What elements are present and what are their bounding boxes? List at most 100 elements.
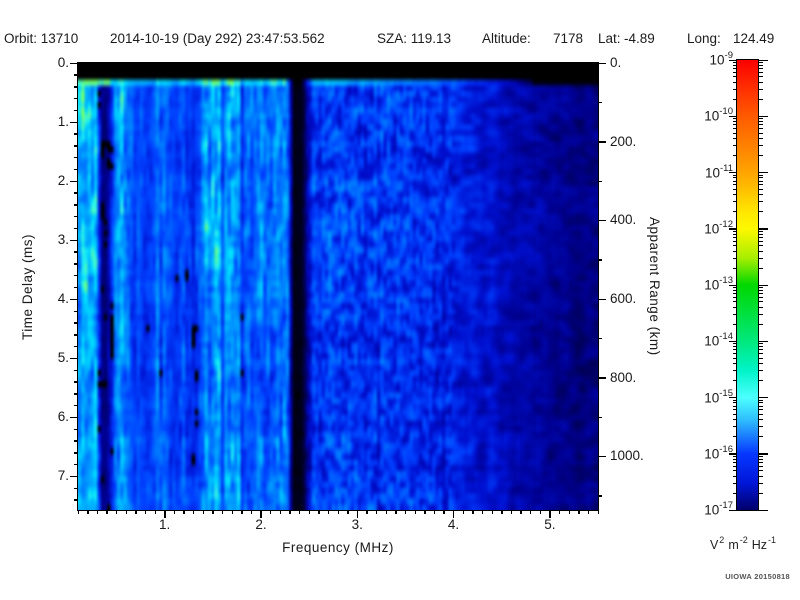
colorbar-minor-tick	[733, 482, 737, 484]
y-right-major-tick	[598, 141, 606, 143]
y-right-minor-tick	[598, 259, 602, 261]
y-left-minor-tick	[74, 369, 78, 371]
x-axis-minor-tick	[558, 510, 561, 514]
x-axis-major-tick	[549, 510, 551, 518]
colorbar-minor-tick	[758, 118, 763, 120]
colorbar-minor-tick	[758, 380, 763, 382]
y-left-tick-label: 2.	[57, 173, 69, 189]
altitude-label: Altitude:	[482, 31, 531, 46]
y-left-tick-label: 0.	[57, 55, 69, 70]
x-axis-minor-tick	[221, 510, 224, 514]
colorbar-tick-label: 10-13	[704, 275, 733, 293]
colorbar-minor-tick	[758, 267, 763, 269]
colorbar-minor-tick	[758, 184, 763, 186]
colorbar-minor-tick	[758, 240, 763, 242]
colorbar-minor-tick	[758, 343, 763, 345]
colorbar-minor-tick	[733, 465, 737, 467]
colorbar-minor-tick	[733, 81, 737, 83]
colorbar-minor-tick	[758, 461, 763, 463]
y-left-minor-tick	[74, 452, 78, 454]
colorbar-minor-tick	[733, 180, 737, 182]
x-axis-minor-tick	[520, 510, 522, 514]
y-left-minor-tick	[74, 487, 78, 490]
y-left-minor-tick	[74, 464, 78, 466]
colorbar-minor-tick	[733, 458, 737, 460]
y-left-minor-tick	[74, 156, 78, 159]
colorbar-minor-tick	[733, 313, 737, 315]
colorbar-minor-tick	[758, 409, 763, 411]
colorbar-minor-tick	[733, 121, 737, 123]
colorbar-minor-tick	[733, 98, 737, 100]
y-left-minor-tick	[74, 97, 78, 100]
x-axis-minor-tick	[462, 510, 465, 514]
colorbar-minor-tick	[733, 461, 737, 463]
x-axis-minor-tick	[347, 510, 349, 514]
colorbar-decade-tick	[729, 172, 737, 174]
y-left-minor-tick	[74, 251, 78, 253]
y-left-major-tick	[70, 416, 78, 419]
y-left-minor-tick	[74, 109, 78, 112]
colorbar-minor-tick	[733, 194, 737, 196]
colorbar-minor-tick	[733, 211, 737, 213]
x-axis-minor-tick	[183, 510, 185, 514]
colorbar-minor-tick	[758, 174, 763, 176]
colorbar-minor-tick	[758, 405, 763, 407]
y-right-minor-tick	[598, 495, 602, 497]
colorbar-decade-tick	[758, 228, 768, 230]
y-left-major-tick	[70, 121, 78, 123]
colorbar-minor-tick	[758, 426, 763, 428]
colorbar-decade-tick	[729, 397, 737, 399]
colorbar-tick-label: 10-16	[704, 443, 733, 462]
colorbar-minor-tick	[733, 177, 737, 179]
x-axis-minor-tick	[433, 510, 436, 514]
x-axis-minor-tick	[77, 510, 79, 514]
x-axis-minor-tick	[154, 510, 156, 514]
colorbar-minor-tick	[758, 346, 763, 348]
x-axis-minor-tick	[202, 510, 205, 514]
colorbar-tick-label: 10-10	[704, 106, 733, 124]
spectrogram-canvas	[78, 63, 598, 510]
colorbar-minor-tick	[733, 289, 737, 291]
colorbar-minor-tick	[733, 145, 737, 147]
colorbar-tick-label: 10-15	[704, 387, 733, 406]
colorbar-minor-tick	[758, 475, 763, 477]
y-right-tick-label: 400.	[610, 212, 637, 228]
y-left-minor-tick	[74, 310, 78, 312]
x-axis-minor-tick	[250, 510, 253, 514]
credit-text: UIOWA 20150818	[725, 572, 790, 581]
x-axis-minor-tick	[116, 510, 118, 514]
x-axis-minor-tick	[87, 510, 89, 514]
colorbar-minor-tick	[733, 64, 737, 66]
x-axis-major-tick	[260, 510, 262, 518]
x-axis-minor-tick	[539, 510, 542, 514]
x-axis-minor-tick	[318, 510, 320, 514]
colorbar-tick-label: 10-11	[704, 162, 733, 181]
colorbar-minor-tick	[758, 301, 763, 303]
x-axis-tick-label: 1.	[159, 517, 171, 532]
x-axis-major-tick	[164, 510, 166, 518]
colorbar-tick-label: 10-12	[704, 218, 733, 237]
y-left-minor-tick	[74, 345, 78, 348]
colorbar-minor-tick	[758, 124, 763, 126]
colorbar-minor-tick	[733, 399, 737, 401]
y-right-minor-tick	[598, 416, 602, 419]
x-axis-minor-tick	[481, 510, 484, 514]
colorbar-decade-tick	[758, 509, 768, 511]
colorbar-decade-tick	[729, 59, 737, 61]
colorbar-minor-tick	[758, 68, 763, 70]
colorbar-minor-tick	[758, 88, 763, 90]
colorbar-minor-tick	[758, 402, 763, 404]
colorbar-minor-tick	[758, 98, 763, 100]
colorbar-minor-tick	[758, 458, 763, 460]
y-left-minor-tick	[74, 381, 78, 383]
x-axis-minor-tick	[279, 510, 282, 514]
x-axis-minor-tick	[96, 510, 99, 514]
y-left-tick-label: 3.	[57, 232, 69, 248]
y-left-major-tick	[70, 62, 78, 64]
colorbar-minor-tick	[733, 349, 737, 351]
y-left-minor-tick	[74, 133, 78, 135]
y-left-minor-tick	[74, 216, 78, 218]
y-left-minor-tick	[74, 286, 78, 289]
y-left-tick-label: 7.	[57, 468, 69, 484]
colorbar-minor-tick	[758, 188, 763, 190]
